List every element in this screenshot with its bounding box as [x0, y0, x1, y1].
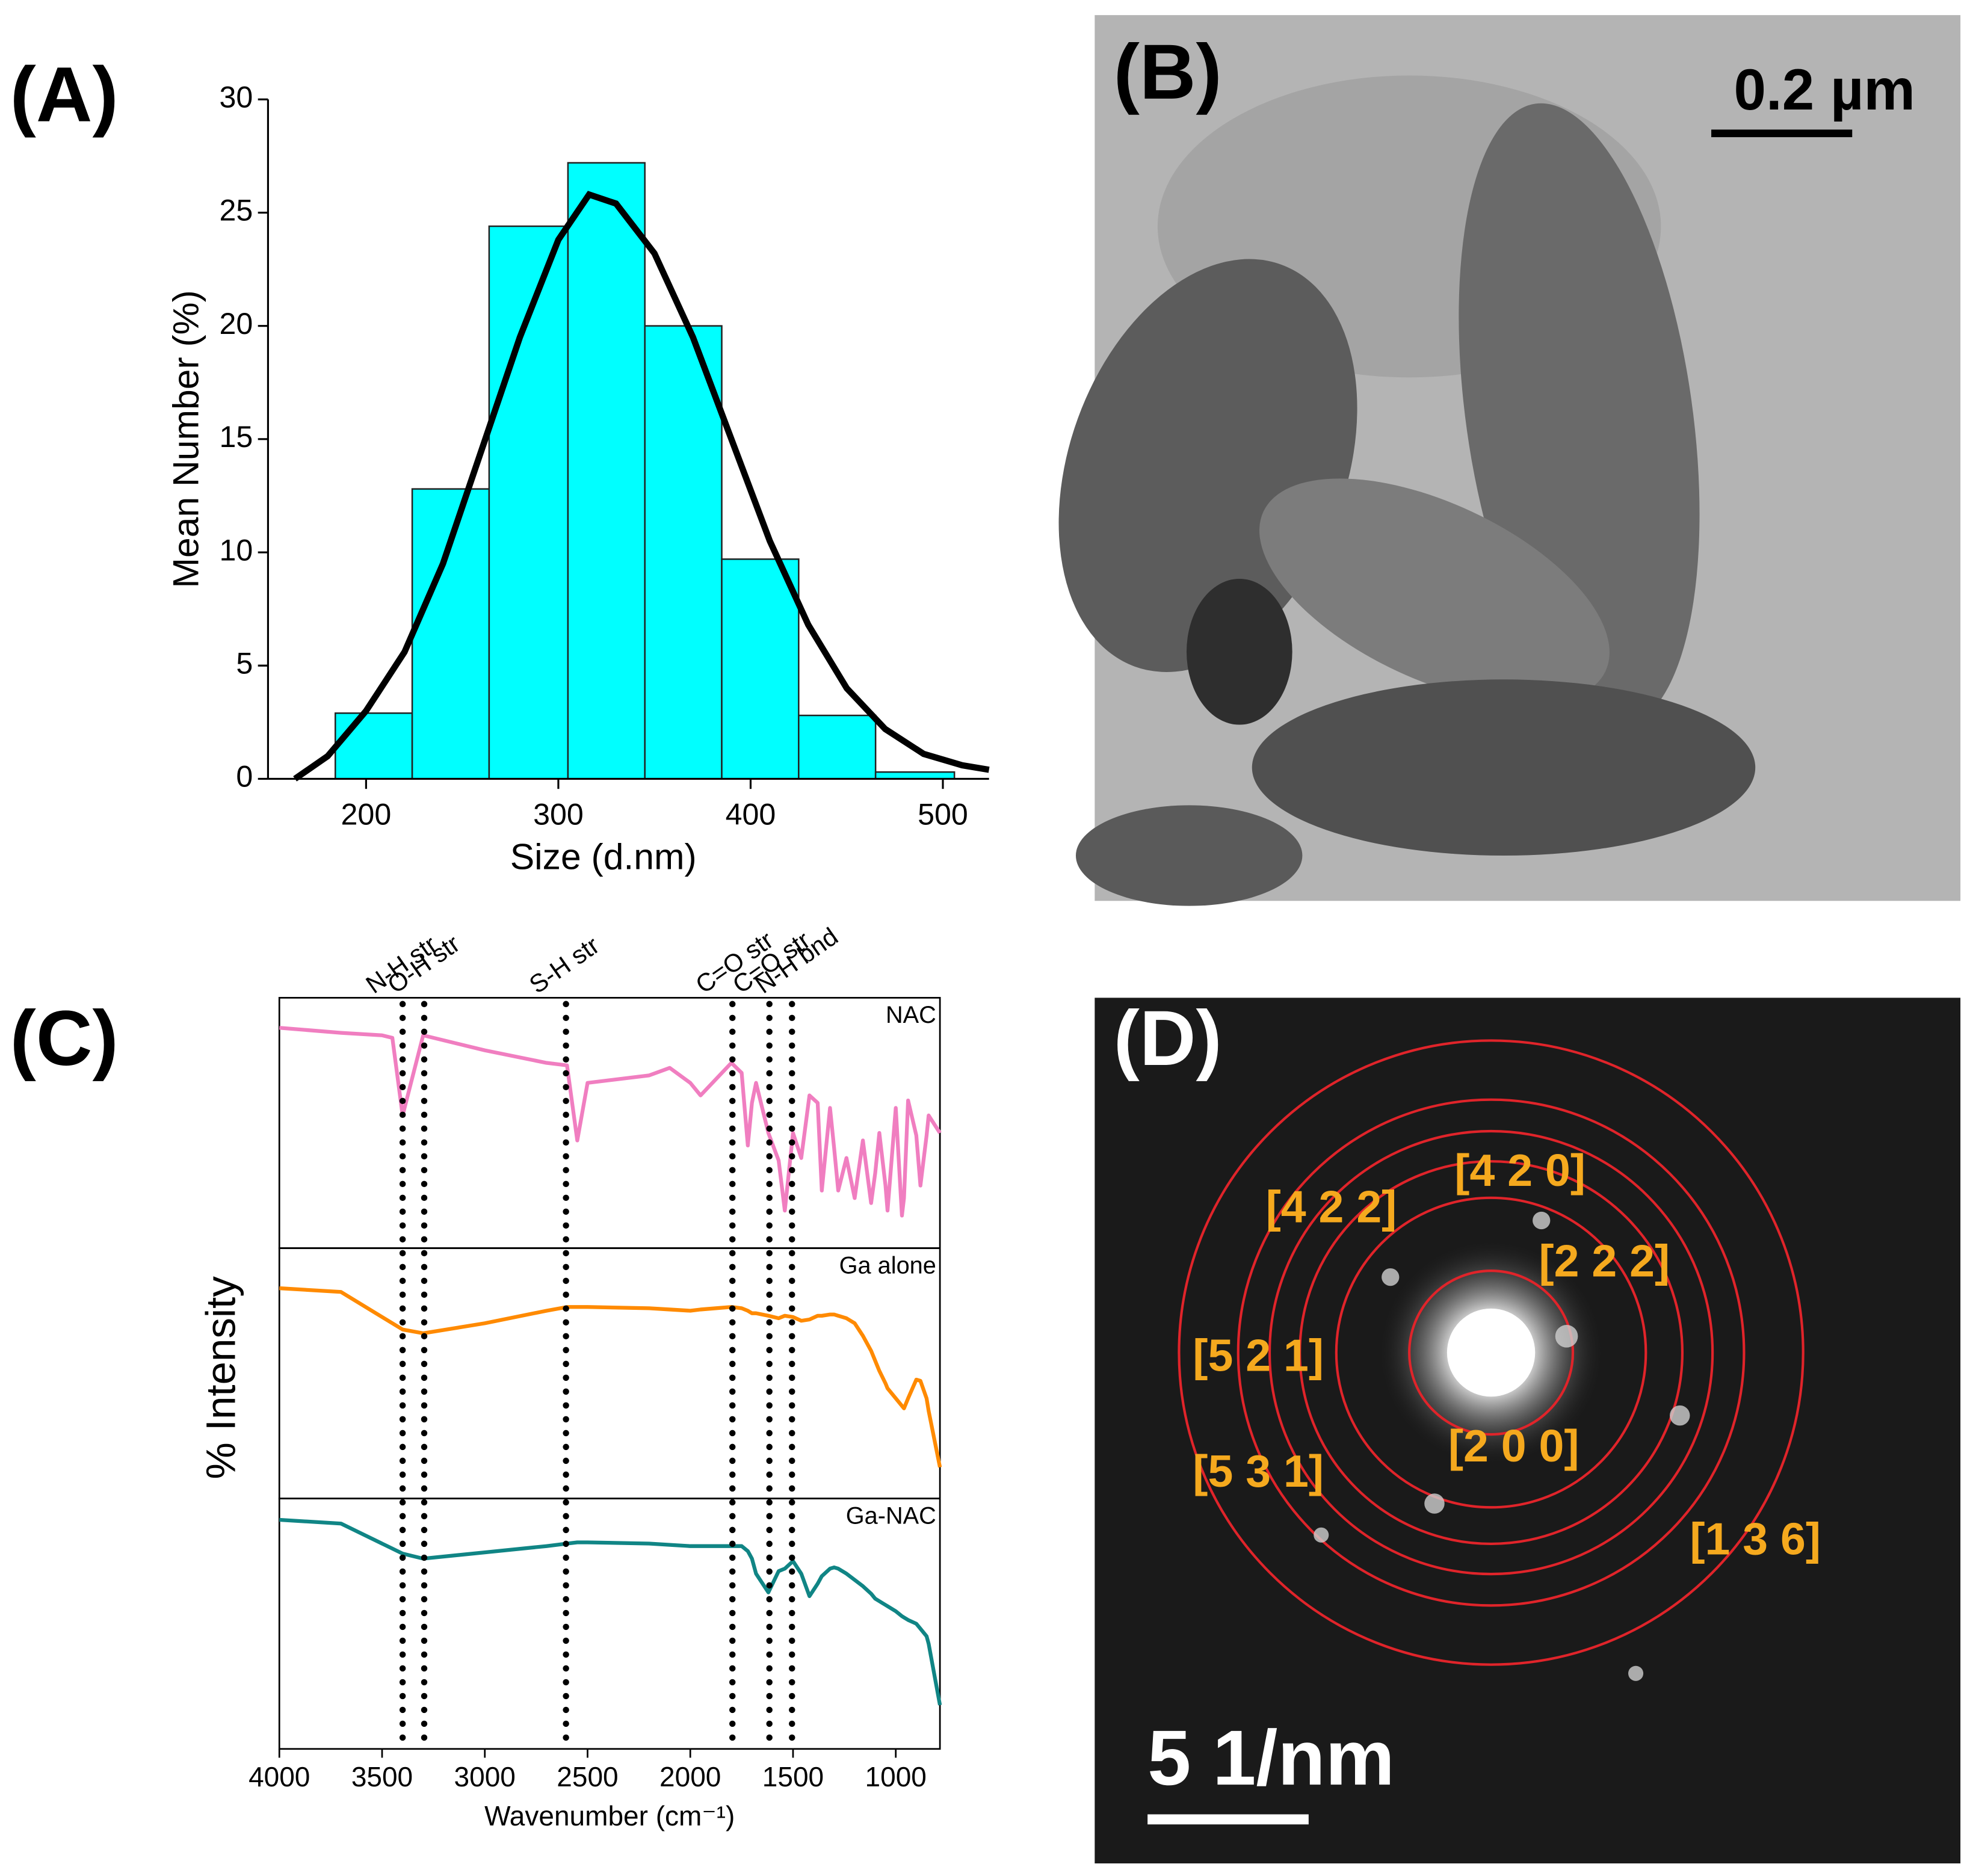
y-tick-label: 5	[236, 647, 253, 680]
panel-label: (C)	[10, 995, 119, 1082]
ring-label: [4 2 0]	[1454, 1145, 1586, 1196]
scale-bar-label: 5 1/nm	[1147, 1715, 1395, 1801]
tem-particle	[1187, 578, 1292, 725]
ring-label: [5 3 1]	[1193, 1446, 1324, 1496]
y-tick-label: 30	[220, 80, 253, 114]
x-tick-label: 200	[341, 797, 392, 831]
x-tick-label: 4000	[249, 1761, 310, 1792]
x-tick-label: 300	[533, 797, 584, 831]
diffraction-spot	[1670, 1405, 1690, 1426]
bar	[644, 325, 723, 780]
spectrum-line	[279, 1026, 942, 1218]
spectrum-line	[279, 1517, 942, 1706]
series-label: NAC	[886, 1002, 936, 1028]
diffraction-spot	[1314, 1527, 1329, 1543]
x-axis-label: Size (d.nm)	[510, 836, 697, 877]
bar	[798, 714, 877, 780]
y-axis-label: % Intensity	[197, 1276, 244, 1480]
annotation-label: S-H str	[524, 931, 605, 999]
ring-label: [1 3 6]	[1690, 1514, 1821, 1564]
diffraction-spot	[1424, 1493, 1445, 1514]
scale-bar-label: 0.2 µm	[1734, 58, 1915, 122]
x-axis-label: Wavenumber (cm⁻¹)	[484, 1800, 735, 1831]
bar	[874, 771, 956, 780]
tem-particle	[1075, 805, 1303, 906]
tem-particle	[1252, 679, 1756, 856]
diffraction-ring	[1298, 1160, 1684, 1546]
bar	[567, 162, 646, 780]
diffraction-ring	[1237, 1098, 1746, 1607]
spectrum-line	[279, 1286, 942, 1468]
ring-label: [4 2 2]	[1266, 1182, 1397, 1232]
diffraction-spot	[1382, 1268, 1400, 1286]
subplot-frame	[278, 1498, 941, 1750]
diffraction-ring	[1408, 1270, 1575, 1436]
diffraction-ring	[1178, 1039, 1805, 1666]
y-tick-label: 10	[220, 533, 253, 567]
saed-image: [4 2 0] [4 2 2] [2 2 2] [5 2 1] [2 0 0] …	[1095, 998, 1961, 1864]
subplot-frame	[278, 1247, 941, 1499]
x-tick-label: 500	[918, 797, 968, 831]
diffraction-ring	[1268, 1129, 1714, 1576]
panel-label: (B)	[1114, 29, 1222, 116]
diffraction-ring	[1335, 1196, 1647, 1509]
x-tick-label: 2000	[659, 1761, 721, 1792]
ring-label: [5 2 1]	[1193, 1330, 1324, 1380]
x-tick-label: 1000	[865, 1761, 927, 1792]
x-tick-label: 2500	[557, 1761, 618, 1792]
diffraction-spot	[1628, 1665, 1644, 1681]
x-tick-label: 1500	[762, 1761, 824, 1792]
central-beam	[1447, 1308, 1536, 1397]
y-tick-label: 25	[220, 194, 253, 227]
bar	[335, 712, 413, 780]
diffraction-spot	[1533, 1211, 1551, 1230]
bar	[721, 558, 800, 780]
y-tick-label: 0	[236, 760, 253, 794]
ring-label: [2 0 0]	[1448, 1421, 1579, 1471]
y-tick-label: 20	[220, 307, 253, 341]
ring-label: [2 2 2]	[1539, 1236, 1670, 1286]
x-tick-label: 3500	[351, 1761, 413, 1792]
diffraction-spot	[1555, 1325, 1578, 1348]
y-tick-label: 15	[220, 420, 253, 454]
x-tick-label: 3000	[454, 1761, 516, 1792]
tem-image: 0.2 µm	[1058, 15, 1961, 906]
series-label: Ga alone	[839, 1252, 936, 1279]
tem-particle	[1259, 478, 1610, 705]
x-tick-label: 400	[726, 797, 776, 831]
series-label: Ga-NAC	[846, 1502, 936, 1529]
panel-label: (A)	[10, 52, 119, 138]
panel-label: (D)	[1114, 995, 1222, 1082]
fit-curve	[293, 191, 990, 782]
y-axis-label: Mean Number (%)	[165, 290, 206, 588]
